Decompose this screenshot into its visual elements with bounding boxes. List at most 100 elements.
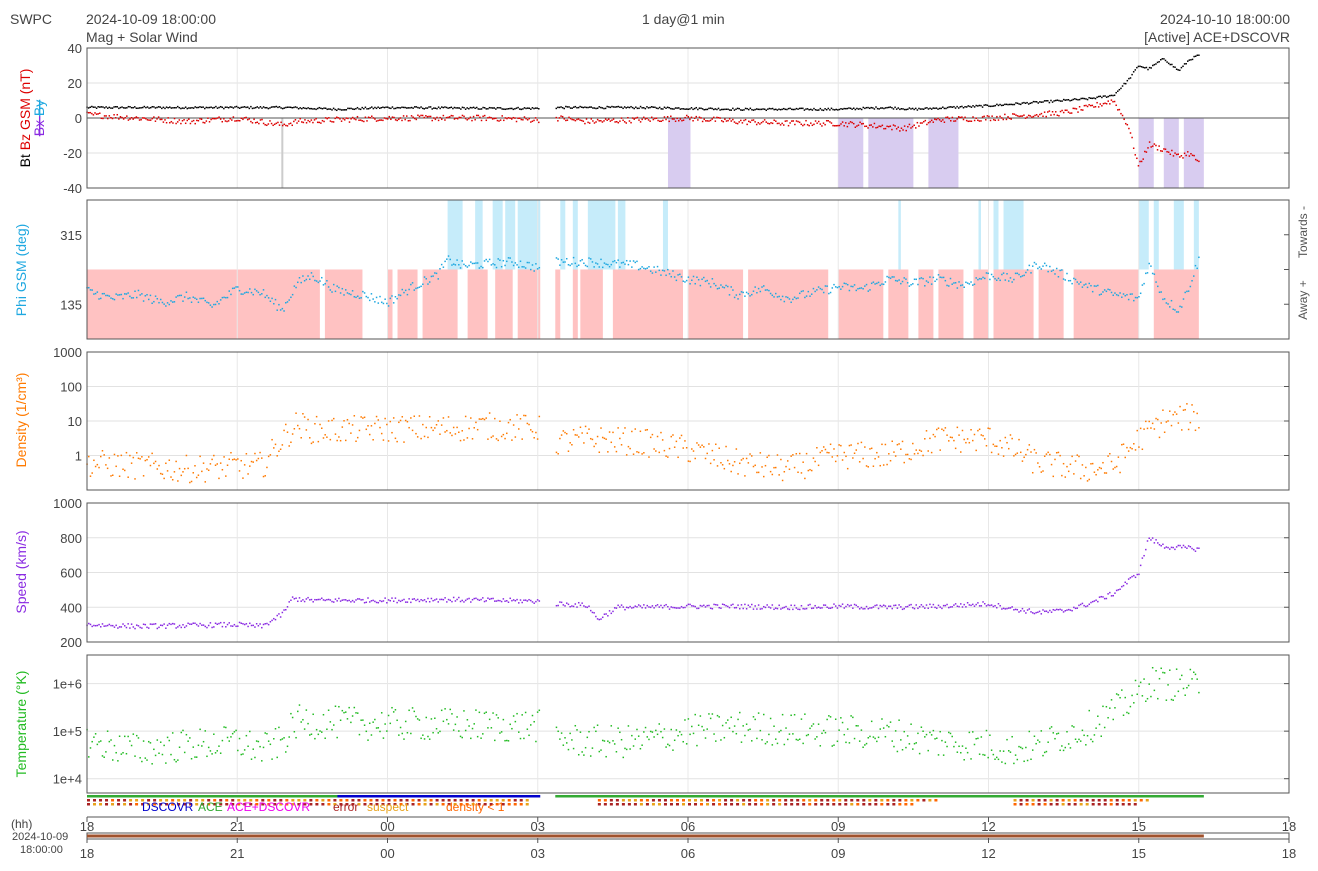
speed-point xyxy=(1086,605,1089,607)
density-point xyxy=(864,446,866,448)
density-point xyxy=(613,446,616,448)
bz-point xyxy=(199,117,201,120)
density-point xyxy=(117,455,119,457)
bz-point xyxy=(1070,112,1073,114)
flag-mark xyxy=(766,803,770,806)
density-point xyxy=(1150,427,1152,429)
temperature-point xyxy=(202,740,205,743)
bt-point xyxy=(178,106,181,109)
phi-point xyxy=(165,305,167,307)
flag-mark xyxy=(273,799,277,802)
phi-point xyxy=(137,289,140,292)
phi-point xyxy=(1035,263,1037,265)
speed-point xyxy=(1001,608,1003,610)
bt-point xyxy=(1142,66,1144,69)
temperature-point xyxy=(757,712,760,714)
phi-point xyxy=(557,258,559,260)
phi-point xyxy=(1193,275,1195,277)
bz-point xyxy=(829,121,831,123)
speed-point xyxy=(785,605,787,608)
temperature-point xyxy=(785,727,787,729)
speed-point xyxy=(1019,610,1022,612)
bz-point xyxy=(1129,132,1132,134)
phi-point xyxy=(917,283,919,286)
bt-point xyxy=(582,106,585,109)
phi-point xyxy=(123,293,126,295)
phi-point xyxy=(648,266,650,268)
density-point xyxy=(763,475,765,478)
bz-point xyxy=(1153,143,1156,145)
temperature-point xyxy=(744,734,746,737)
temperature-point xyxy=(874,737,876,740)
bt-point xyxy=(700,107,702,110)
speed-point xyxy=(94,624,97,627)
bt-point xyxy=(316,107,319,110)
speed-point xyxy=(518,602,520,604)
temperature-point xyxy=(415,715,417,718)
bt-point xyxy=(619,106,621,108)
speed-point xyxy=(903,607,905,610)
speed-point xyxy=(1021,607,1024,610)
temperature-point xyxy=(910,723,912,725)
density-point xyxy=(980,434,983,436)
legend-density-lt1: density < 1 xyxy=(446,800,505,814)
speed-point xyxy=(1179,544,1181,547)
towards-region xyxy=(572,200,578,270)
speed-point xyxy=(1062,611,1065,613)
flag-mark xyxy=(291,803,295,806)
bz-point xyxy=(762,120,764,123)
temperature-point xyxy=(293,730,296,733)
temperature-point xyxy=(949,732,952,735)
speed-point xyxy=(966,602,969,604)
phi-point xyxy=(816,289,818,291)
temperature-point xyxy=(1115,693,1118,695)
bt-point xyxy=(159,106,161,108)
bt-point xyxy=(1085,98,1087,100)
phi-point xyxy=(735,294,738,296)
phi-point xyxy=(656,265,659,268)
speed-point xyxy=(631,607,633,609)
speed-point xyxy=(1043,610,1046,613)
density-point xyxy=(942,429,945,432)
speed-point xyxy=(930,606,933,608)
phi-point xyxy=(901,280,904,283)
density-point xyxy=(123,469,126,472)
speed-point xyxy=(562,604,565,606)
temperature-point xyxy=(338,705,340,708)
temperature-point xyxy=(783,743,786,746)
phi-point xyxy=(170,300,172,302)
bt-point xyxy=(1110,94,1113,97)
speed-point xyxy=(147,627,150,629)
bz-point xyxy=(615,120,618,123)
bz-point xyxy=(487,117,489,119)
density-point xyxy=(605,438,607,440)
bt-point xyxy=(977,105,979,107)
bt-point xyxy=(592,107,594,109)
bz-point xyxy=(811,124,814,127)
density-point xyxy=(372,439,374,441)
density-point xyxy=(797,471,799,474)
temperature-point xyxy=(182,729,184,732)
bz-point xyxy=(531,120,534,123)
speed-point xyxy=(488,598,491,601)
temperature-point xyxy=(434,717,436,720)
temperature-point xyxy=(228,740,230,742)
bz-point xyxy=(476,114,478,117)
phi-point xyxy=(449,258,451,261)
phi-point xyxy=(451,264,453,266)
density-point xyxy=(96,463,99,466)
bt-point xyxy=(113,106,115,108)
density-point xyxy=(113,453,116,456)
temperature-point xyxy=(660,730,662,733)
phi-point xyxy=(1040,268,1043,270)
temperature-point xyxy=(1119,696,1121,699)
temperature-point xyxy=(166,736,169,739)
speed-point xyxy=(221,625,224,628)
flag-mark xyxy=(880,799,884,802)
bt-point xyxy=(269,107,271,109)
bz-point xyxy=(149,119,152,121)
phi-point xyxy=(910,283,912,286)
flag-mark xyxy=(1121,799,1125,802)
towards-region xyxy=(617,200,626,270)
flag-mark xyxy=(165,799,169,802)
